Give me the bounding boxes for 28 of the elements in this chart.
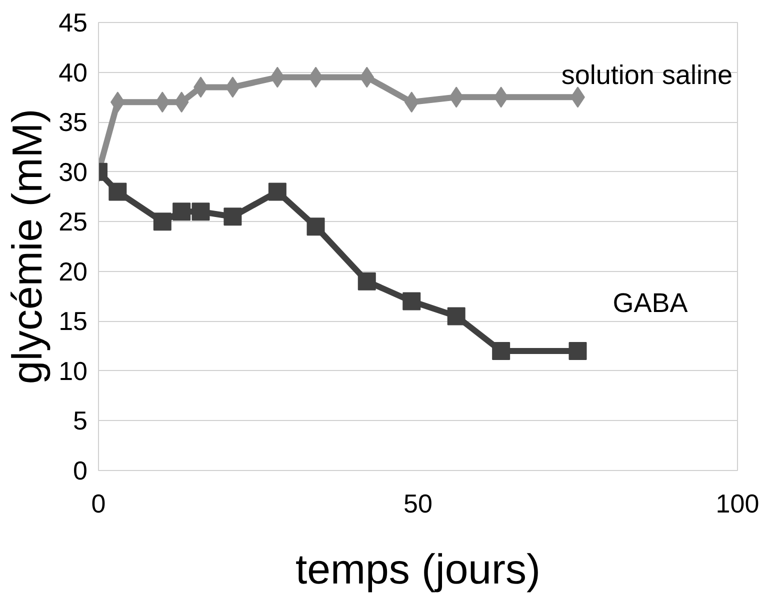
point <box>358 272 376 290</box>
point <box>447 307 466 326</box>
point <box>172 202 191 221</box>
y-tick-label: 10 <box>58 356 88 386</box>
y-tick-label: 25 <box>58 206 88 237</box>
point <box>568 342 587 360</box>
y-tick-label: 35 <box>58 107 88 138</box>
x-tick-label: 100 <box>716 488 760 518</box>
x-axis-title: temps (jours) <box>295 546 541 592</box>
y-axis-title: glycémie (mM) <box>4 108 51 384</box>
point <box>402 292 421 310</box>
y-tick-label: 45 <box>58 8 88 38</box>
point <box>192 202 210 221</box>
point <box>268 182 286 201</box>
y-tick-label: 0 <box>73 456 88 486</box>
point <box>153 212 172 231</box>
y-tick-label: 20 <box>58 256 88 286</box>
y-tick-label: 15 <box>58 306 88 336</box>
point <box>224 208 242 226</box>
y-tick-label: 5 <box>73 406 88 436</box>
point <box>108 182 127 201</box>
y-tick-label: 30 <box>58 156 88 187</box>
point <box>492 342 510 360</box>
x-tick-label: 50 <box>404 488 432 518</box>
point <box>306 218 325 236</box>
series-label: GABA <box>612 288 688 318</box>
y-tick-label: 40 <box>58 57 88 88</box>
series-label: solution saline <box>561 60 733 90</box>
